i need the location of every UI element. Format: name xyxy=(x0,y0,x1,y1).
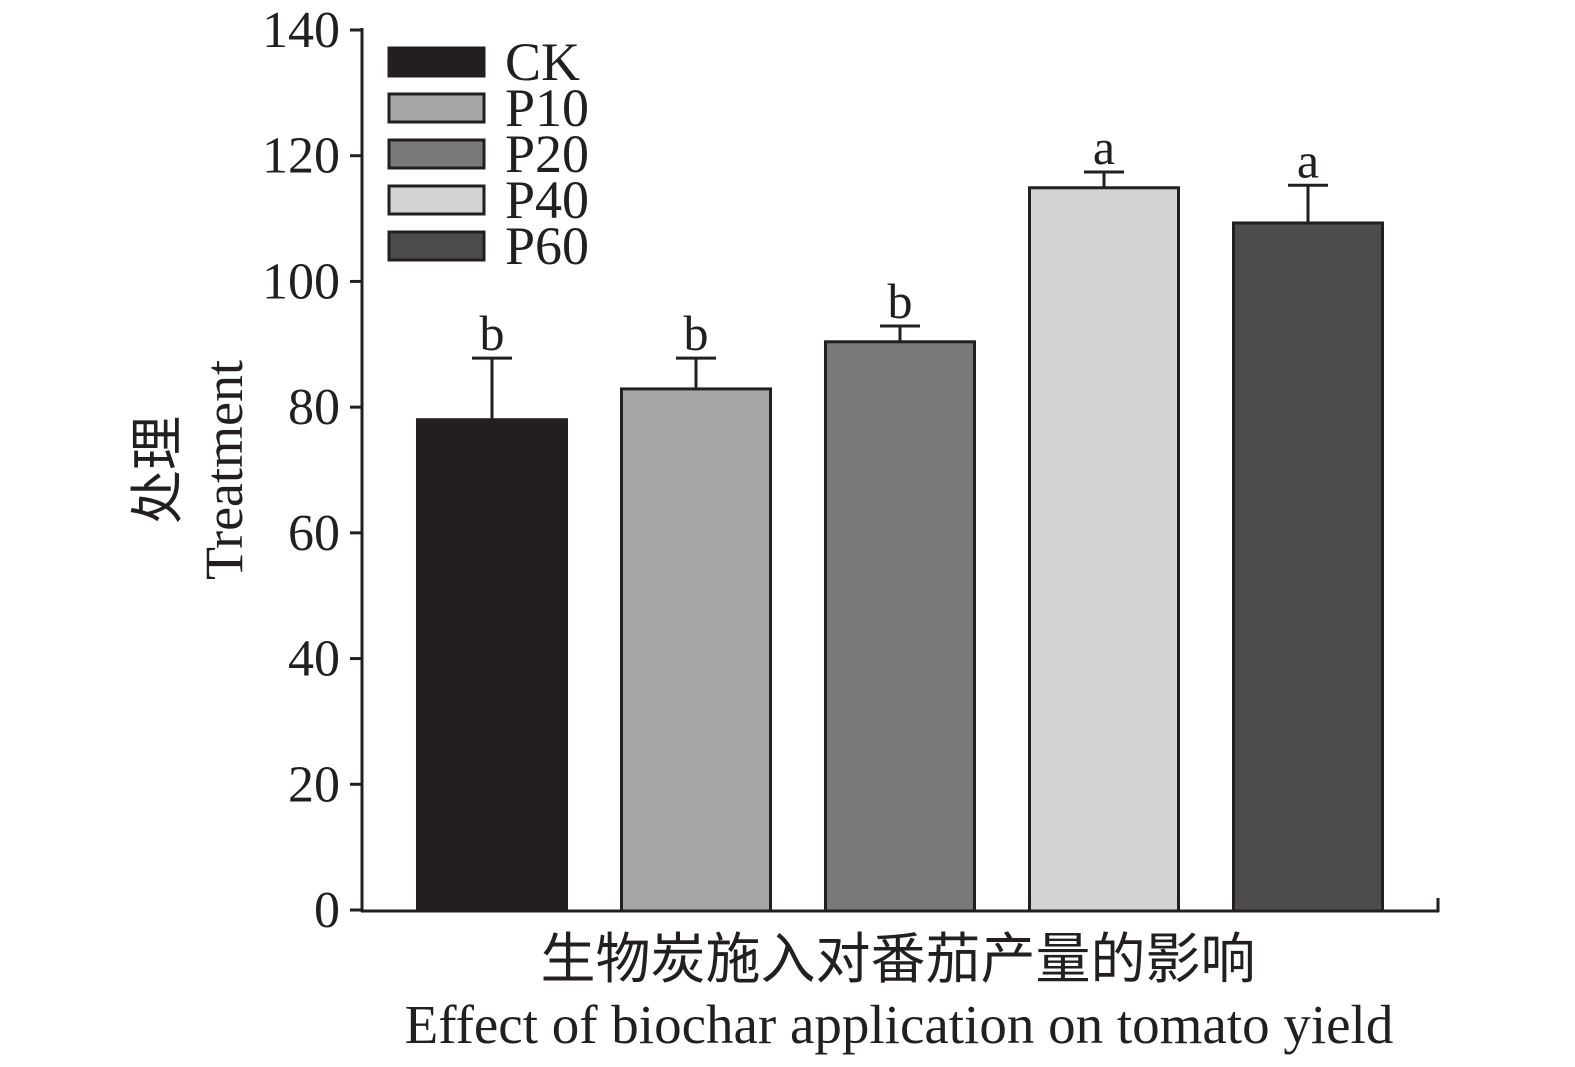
legend-label-p10: P10 xyxy=(505,78,589,138)
legend-label-p20: P20 xyxy=(505,124,589,184)
significance-labels-group: b b b a a xyxy=(480,119,1320,361)
y-axis-title-en: Treatment xyxy=(194,360,254,580)
bar-p20 xyxy=(824,340,976,913)
y-tick-label: 100 xyxy=(262,253,340,310)
bar-ck xyxy=(416,418,568,913)
legend-swatch-ck xyxy=(387,46,486,78)
y-tick-label: 120 xyxy=(262,128,340,185)
y-tick-label: 140 xyxy=(262,2,340,59)
y-tick-label: 40 xyxy=(288,631,340,688)
legend-swatch-p10 xyxy=(387,92,486,124)
axes-group xyxy=(360,28,1440,913)
legend-swatch-p60 xyxy=(387,230,486,262)
bar-p10 xyxy=(620,387,772,913)
y-tick-label: 80 xyxy=(288,379,340,436)
legend-label-ck: CK xyxy=(505,32,580,92)
x-axis-title-en: Effect of biochar application on tomato … xyxy=(405,994,1394,1055)
error-bars-group xyxy=(472,170,1328,420)
y-ticks-group: 0 20 40 60 80 100 120 140 xyxy=(262,2,362,939)
significance-label-p10: b xyxy=(684,305,709,361)
significance-label-ck: b xyxy=(480,305,505,361)
significance-label-p60: a xyxy=(1297,132,1319,188)
significance-label-p40: a xyxy=(1093,119,1115,175)
bar-p40 xyxy=(1028,186,1180,913)
legend-swatch-p20 xyxy=(387,138,486,170)
x-axis-title-zh: 生物炭施入对番茄产量的影响 xyxy=(540,929,1255,990)
y-axis-title-zh: 处理 xyxy=(128,416,188,524)
y-tick-label: 20 xyxy=(288,756,340,813)
bar-p60 xyxy=(1232,221,1384,913)
y-tick-label: 0 xyxy=(314,882,340,939)
legend-label-p60: P60 xyxy=(505,216,589,276)
y-tick-label: 60 xyxy=(288,505,340,562)
significance-label-p20: b xyxy=(888,273,913,329)
legend-swatch-p40 xyxy=(387,184,486,216)
legend-label-p40: P40 xyxy=(505,170,589,230)
